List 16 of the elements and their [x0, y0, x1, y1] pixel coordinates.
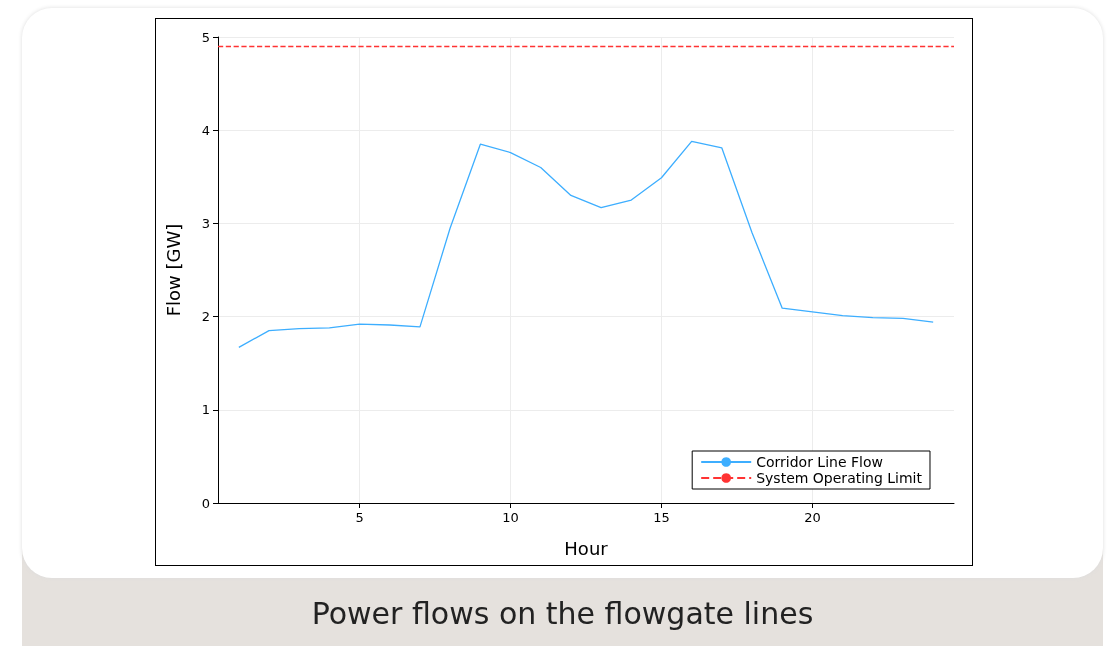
- legend-label: System Operating Limit: [756, 470, 923, 486]
- y-tick-label: 5: [201, 29, 210, 45]
- line-series: [238, 140, 934, 349]
- x-tick-label: 10: [502, 510, 519, 525]
- x-tick-label: 15: [653, 510, 670, 525]
- y-tick-label: 3: [201, 215, 210, 231]
- x-tick-label: 5: [355, 510, 364, 525]
- x-axis-title: Hour: [564, 537, 609, 559]
- y-axis-title: Flow [GW]: [162, 223, 184, 317]
- legend-label: Corridor Line Flow: [756, 454, 883, 470]
- y-tick-label: 4: [201, 122, 210, 138]
- text: Power flows on the flowgate lines: [310, 596, 815, 631]
- y-tick-label: 1: [201, 402, 210, 418]
- y-tick-label: 2: [201, 309, 210, 325]
- y-tick-label: 0: [201, 495, 210, 511]
- x-tick-label: 20: [804, 510, 821, 525]
